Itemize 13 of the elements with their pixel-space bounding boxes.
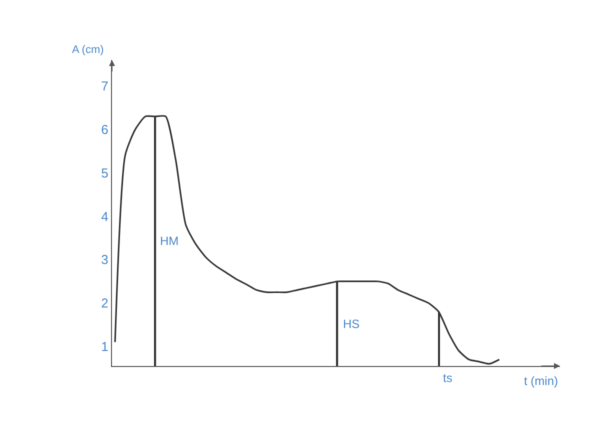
y-tick-label: 6 bbox=[101, 122, 108, 137]
y-tick-label: 5 bbox=[101, 165, 108, 180]
text: ts bbox=[443, 371, 452, 385]
x-axis-title: t (min) bbox=[524, 374, 558, 388]
annotation: HS bbox=[343, 317, 360, 331]
annotation: HM bbox=[160, 234, 179, 248]
line-series bbox=[114, 115, 500, 365]
y-axis-title: A (cm) bbox=[72, 44, 104, 56]
y-tick-label: 2 bbox=[101, 296, 108, 311]
y-tick-label: 3 bbox=[101, 252, 108, 268]
y-tick-label: 7 bbox=[101, 78, 108, 94]
y-tick-label: 1 bbox=[101, 339, 108, 354]
y-tick-label: 4 bbox=[101, 208, 108, 224]
